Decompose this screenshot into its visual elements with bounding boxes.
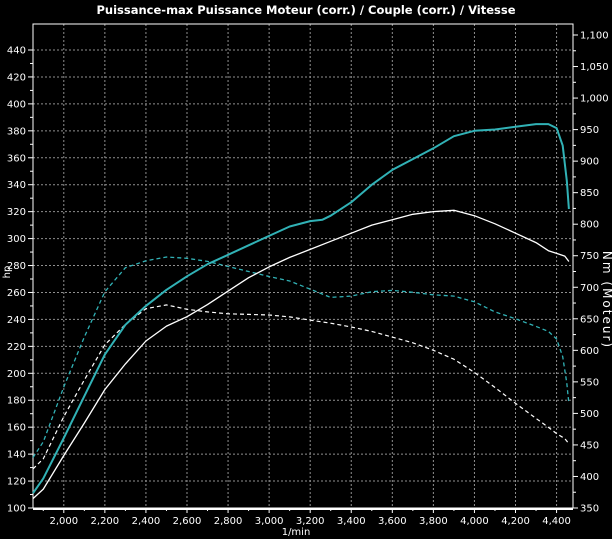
x-axis-tick-label: 3,000: [255, 516, 284, 527]
left-axis-tick-label: 180: [7, 396, 26, 407]
x-axis-tick-label: 2,600: [173, 516, 202, 527]
curve-couple-corr-run1: [32, 256, 570, 458]
left-axis-tick-label: 260: [7, 288, 26, 299]
left-axis-tick-label: 100: [7, 504, 26, 515]
left-axis-tick-label: 280: [7, 261, 26, 272]
x-axis-tick-label: 4,400: [542, 516, 571, 527]
left-axis-unit-label: hp: [2, 266, 13, 279]
left-axis-tick-label: 300: [7, 234, 26, 245]
left-axis-tick-label: 360: [7, 153, 26, 164]
left-axis-tick-label: 220: [7, 342, 26, 353]
left-axis-tick-label: 340: [7, 180, 26, 191]
x-axis-tick-label: 2,800: [214, 516, 243, 527]
right-axis-tick-label: 950: [580, 125, 599, 136]
right-axis-tick-label: 400: [580, 472, 599, 483]
right-axis-unit-label: Nm (Moteur): [600, 251, 612, 349]
left-axis-tick-label: 240: [7, 315, 26, 326]
right-axis-tick-label: 800: [580, 220, 599, 231]
right-axis-tick-label: 600: [580, 346, 599, 357]
x-axis-tick-label: 4,200: [501, 516, 530, 527]
right-axis-tick-label: 650: [580, 314, 599, 325]
right-axis-tick-label: 550: [580, 377, 599, 388]
right-axis-tick-label: 350: [580, 504, 599, 515]
right-axis-tick-label: 1,000: [580, 94, 609, 105]
x-axis-tick-label: 4,000: [460, 516, 489, 527]
right-axis-tick-label: 850: [580, 188, 599, 199]
x-axis-tick-label: 2,000: [49, 516, 78, 527]
right-axis-tick-label: 1,050: [580, 62, 609, 73]
x-axis-unit-label: 1/min: [282, 527, 311, 538]
x-axis-tick-label: 3,400: [337, 516, 366, 527]
right-axis-tick-label: 1,100: [580, 31, 609, 42]
curve-puissance-moteur-corr-run2: [32, 209, 570, 500]
right-axis-tick-label: 750: [580, 251, 599, 262]
x-axis-tick-label: 3,200: [296, 516, 325, 527]
left-axis-tick-label: 380: [7, 126, 26, 137]
x-axis-tick-label: 3,600: [378, 516, 407, 527]
left-axis-tick-label: 400: [7, 99, 26, 110]
left-axis-tick-label: 420: [7, 72, 26, 83]
right-axis-tick-label: 500: [580, 409, 599, 420]
left-axis-tick-label: 200: [7, 369, 26, 380]
left-axis-tick-label: 320: [7, 207, 26, 218]
x-axis-tick-label: 2,200: [91, 516, 120, 527]
chart-title: Puissance-max Puissance Moteur (corr.) /…: [96, 3, 516, 17]
right-axis-tick-label: 900: [580, 157, 599, 168]
right-axis-tick-label: 450: [580, 440, 599, 451]
left-axis-tick-label: 440: [7, 46, 26, 57]
curve-puissance-moteur-corr-run1: [32, 123, 570, 494]
curve-couple-corr-run2: [32, 304, 570, 470]
x-axis-tick-label: 2,400: [132, 516, 161, 527]
right-axis-tick-label: 700: [580, 283, 599, 294]
left-axis-tick-label: 120: [7, 477, 26, 488]
x-axis-tick-label: 3,800: [419, 516, 448, 527]
left-axis-tick-label: 140: [7, 450, 26, 461]
left-axis-tick-label: 160: [7, 423, 26, 434]
